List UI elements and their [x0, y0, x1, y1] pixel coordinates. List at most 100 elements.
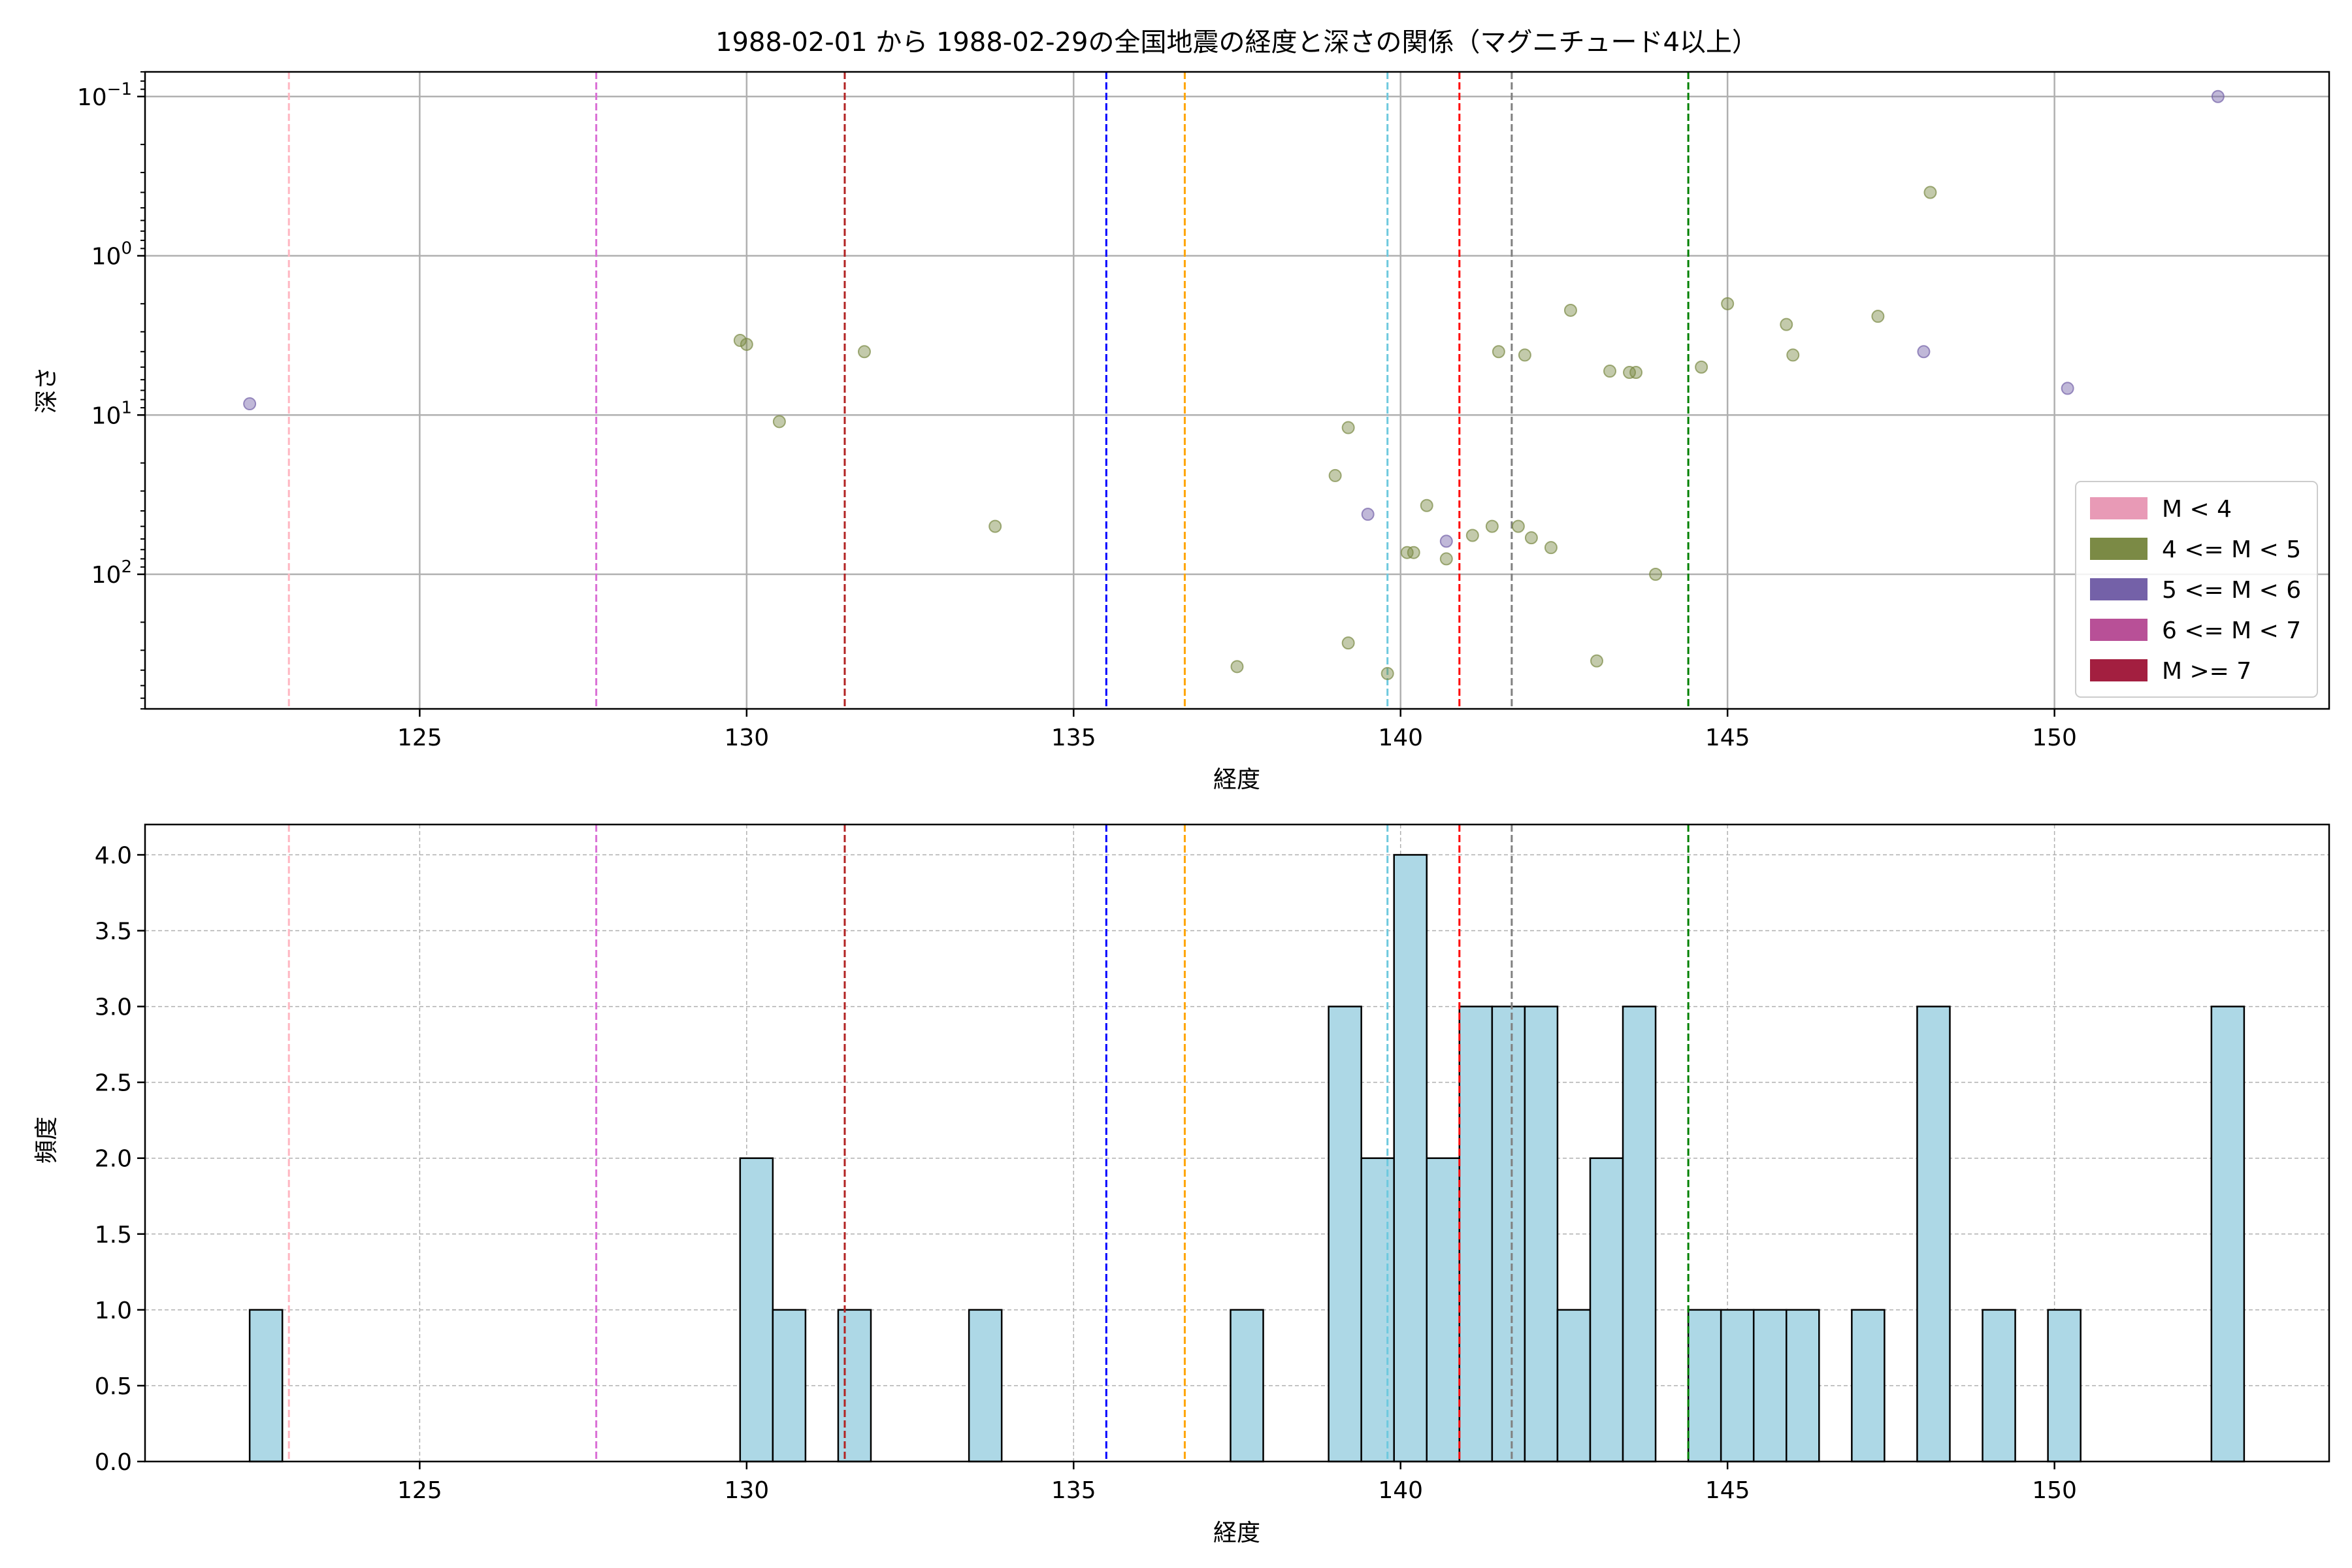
scatter-point [1871, 310, 1885, 323]
histogram-y-tick-label: 1.5 [95, 1222, 132, 1249]
legend-label: M < 4 [2162, 496, 2232, 523]
histogram-bar [1360, 1157, 1395, 1463]
histogram-bar [1687, 1309, 1722, 1463]
legend-label: 5 <= M < 6 [2162, 577, 2301, 604]
histogram-bar [1752, 1309, 1788, 1463]
histogram-bar [968, 1309, 1003, 1463]
histogram-bar [1982, 1309, 2016, 1463]
scatter-point [772, 415, 786, 429]
scatter-point [1629, 366, 1643, 380]
legend: M < 4 4 <= M < 5 5 <= M < 6 6 <= M < 7 M >= … [2075, 481, 2318, 698]
scatter-points [243, 90, 2225, 680]
histogram-y-tick-label: 3.0 [95, 994, 132, 1021]
histogram-reference-lines [287, 825, 1690, 1462]
histogram-bar [1230, 1309, 1264, 1463]
scatter-point [1518, 348, 1531, 362]
scatter-point [1407, 546, 1420, 559]
histogram-bar [2210, 1005, 2246, 1463]
histogram-y-tick-label: 2.0 [95, 1146, 132, 1173]
histogram-x-tick-label: 150 [2032, 1477, 2077, 1504]
scatter-point [1721, 297, 1735, 310]
histogram-bar [1524, 1005, 1559, 1463]
scatter-point [1695, 360, 1708, 374]
scatter-point [1524, 531, 1538, 545]
histogram-x-tick-label: 140 [1378, 1477, 1423, 1504]
histogram-y-tick-label: 1.0 [95, 1298, 132, 1324]
scatter-y-tick-label: 100 [91, 239, 132, 270]
legend-swatch [2090, 619, 2148, 641]
histogram-bar [1393, 854, 1428, 1463]
scatter-point [1603, 365, 1617, 378]
scatter-point [1590, 654, 1603, 668]
scatter-point [988, 519, 1002, 533]
histogram-y-tick-label: 2.5 [95, 1070, 132, 1097]
histogram-y-tick-label: 3.5 [95, 919, 132, 945]
histogram-bar [1589, 1157, 1624, 1463]
histogram-axes-frame [144, 823, 2330, 1463]
legend-swatch [2090, 578, 2148, 600]
histogram-bar [1328, 1005, 1362, 1463]
scatter-x-ticks: 125 130 135 140 145 150 [397, 709, 2077, 751]
histogram-bar [1851, 1309, 1886, 1463]
scatter-point [1563, 303, 1577, 317]
scatter-point [243, 397, 257, 411]
chart-title: 1988-02-01 から 1988-02-29の全国地震の経度と深さの関係（マ… [715, 27, 1758, 57]
histogram-bar [248, 1309, 284, 1463]
histogram-x-axis-label: 経度 [1213, 1520, 1260, 1546]
scatter-point [1341, 421, 1355, 434]
scatter-reference-lines [287, 72, 1690, 709]
scatter-point [1923, 186, 1937, 199]
histogram-y-tick-label: 0.0 [95, 1449, 132, 1476]
scatter-point [1623, 366, 1637, 380]
scatter-y-tick-label: 101 [91, 398, 132, 429]
legend-swatch [2090, 497, 2148, 519]
legend-label: M >= 7 [2162, 658, 2251, 685]
scatter-point [1420, 498, 1433, 512]
scatter-y-tick-label: 10−1 [77, 80, 132, 111]
histogram-bar [739, 1157, 774, 1463]
scatter-point [1439, 534, 1453, 548]
scatter-point [1544, 541, 1558, 555]
scatter-point [1439, 552, 1453, 566]
scatter-point [1380, 666, 1394, 680]
legend-swatch [2090, 538, 2148, 560]
histogram-bar [772, 1309, 807, 1463]
scatter-point [1649, 568, 1663, 581]
histogram-y-ticks: 0.0 0.5 1.0 1.5 2.0 2.5 3.0 3.5 4.0 [95, 842, 145, 1476]
scatter-x-tick-label: 125 [397, 725, 442, 751]
histogram-x-tick-label: 135 [1051, 1477, 1096, 1504]
scatter-point [1400, 546, 1414, 559]
scatter-point [1465, 529, 1479, 542]
scatter-point [1230, 660, 1244, 674]
histogram-y-tick-label: 0.5 [95, 1373, 132, 1400]
scatter-point [1780, 318, 1793, 331]
scatter-point [1341, 636, 1355, 650]
scatter-x-tick-label: 145 [1705, 725, 1750, 751]
legend-label: 4 <= M < 5 [2162, 536, 2301, 563]
histogram-x-ticks: 125 130 135 140 145 150 [397, 1462, 2077, 1504]
scatter-point [857, 345, 871, 359]
histogram-y-tick-label: 4.0 [95, 842, 132, 869]
scatter-grid [145, 72, 2329, 709]
histogram-bar [837, 1309, 872, 1463]
scatter-point [733, 334, 747, 348]
scatter-y-axis-label: 深さ [33, 367, 60, 414]
histogram-bar [1720, 1309, 1755, 1463]
scatter-point [1361, 508, 1375, 521]
scatter-point [1492, 345, 1505, 359]
legend-swatch [2090, 659, 2148, 681]
scatter-point [1328, 468, 1342, 482]
scatter-point [1786, 348, 1800, 362]
scatter-point [1917, 345, 1931, 359]
histogram-bar [1458, 1005, 1494, 1463]
scatter-x-tick-label: 150 [2032, 725, 2077, 751]
histogram-bar [2047, 1309, 2082, 1463]
scatter-point [2211, 90, 2225, 103]
histogram-bar [1916, 1005, 1951, 1463]
scatter-panel: 125 130 135 140 145 150 10−1 100 101 102 経度 深さ M… [33, 71, 2330, 793]
histogram-bar [1622, 1005, 1657, 1463]
histogram-bar [1786, 1309, 1820, 1463]
scatter-point [1511, 519, 1525, 533]
legend-box [2075, 481, 2318, 698]
